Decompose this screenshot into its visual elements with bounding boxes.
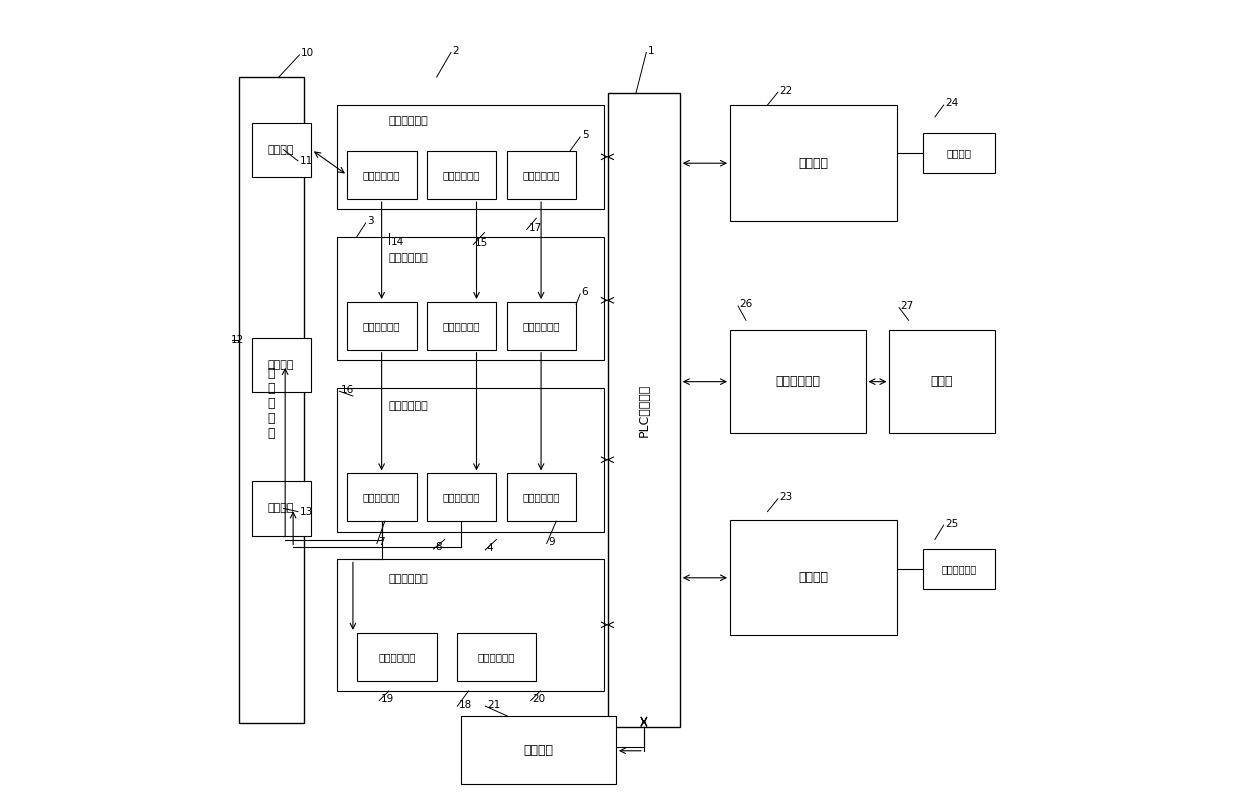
Bar — [507, 302, 577, 350]
Bar — [427, 302, 496, 350]
Text: 26: 26 — [739, 299, 753, 310]
Text: 温度比对模块: 温度比对模块 — [443, 321, 480, 331]
Text: PLC控制单元: PLC控制单元 — [637, 384, 651, 437]
Bar — [337, 237, 604, 360]
Bar — [889, 330, 994, 434]
Bar — [507, 151, 577, 199]
Bar — [923, 549, 994, 589]
Bar — [730, 330, 866, 434]
Text: 20: 20 — [532, 694, 546, 704]
Text: 上位机: 上位机 — [931, 375, 954, 388]
Text: 空间泄压模块: 空间泄压模块 — [363, 492, 401, 502]
Bar — [239, 77, 304, 723]
Bar — [337, 105, 604, 209]
Text: 泄压接口: 泄压接口 — [268, 360, 294, 370]
Text: 9: 9 — [548, 537, 554, 547]
Text: 复压接口: 复压接口 — [268, 503, 294, 514]
Text: 2: 2 — [453, 46, 459, 56]
Text: 压力采集模块: 压力采集模块 — [522, 170, 559, 180]
Bar — [347, 474, 417, 521]
Text: 供电采集模块: 供电采集模块 — [363, 170, 401, 180]
Text: 7: 7 — [378, 537, 386, 547]
Bar — [347, 302, 417, 350]
Text: 电源单元: 电源单元 — [523, 744, 553, 758]
Text: 压力比对模块: 压力比对模块 — [522, 321, 559, 331]
Text: 真
空
法
兰
盘: 真 空 法 兰 盘 — [268, 367, 275, 441]
Text: 22: 22 — [780, 86, 792, 96]
Text: 24: 24 — [945, 98, 959, 109]
Text: 8: 8 — [435, 542, 441, 553]
Text: 23: 23 — [780, 492, 792, 502]
Text: 4: 4 — [487, 543, 494, 554]
Text: 空间复压模块: 空间复压模块 — [443, 492, 480, 502]
Text: 数采接口: 数采接口 — [268, 145, 294, 154]
Bar — [252, 122, 311, 177]
Text: 安全保护单元: 安全保护单元 — [389, 574, 429, 584]
Text: 数据采集单元: 数据采集单元 — [389, 116, 429, 126]
Text: 11: 11 — [300, 156, 312, 166]
Bar — [357, 633, 436, 681]
Bar — [923, 133, 994, 173]
Text: 14: 14 — [391, 237, 404, 247]
Bar — [460, 717, 616, 784]
Text: 压力维持模块: 压力维持模块 — [522, 492, 559, 502]
Text: 18: 18 — [459, 699, 472, 710]
Text: 数据交互模块: 数据交互模块 — [775, 375, 821, 388]
Text: 压力控制单元: 压力控制单元 — [389, 401, 429, 410]
Bar — [730, 105, 898, 221]
Text: 冷却单元: 冷却单元 — [799, 157, 828, 170]
Bar — [507, 474, 577, 521]
Bar — [730, 519, 898, 635]
Text: 10: 10 — [301, 48, 314, 58]
Text: 19: 19 — [381, 694, 394, 704]
Text: 5: 5 — [582, 130, 588, 140]
Bar — [427, 474, 496, 521]
Bar — [456, 633, 536, 681]
Text: 故障提示模块: 故障提示模块 — [477, 652, 515, 662]
Text: 1: 1 — [649, 46, 655, 56]
Bar — [252, 482, 311, 535]
Bar — [347, 151, 417, 199]
Text: 25: 25 — [945, 518, 959, 529]
Text: 16: 16 — [341, 385, 355, 394]
Text: 3: 3 — [367, 217, 374, 226]
Bar — [608, 93, 680, 727]
Bar — [252, 338, 311, 392]
Text: 6: 6 — [582, 287, 588, 298]
Text: 13: 13 — [300, 506, 312, 517]
Text: 断电保护模块: 断电保护模块 — [378, 652, 415, 662]
Text: 人机交互界面: 人机交互界面 — [941, 564, 976, 574]
Text: 15: 15 — [475, 238, 489, 248]
Bar — [337, 559, 604, 691]
Text: 电量比对模块: 电量比对模块 — [363, 321, 401, 331]
Text: 数据监测单元: 数据监测单元 — [389, 253, 429, 263]
Text: 17: 17 — [528, 223, 542, 233]
Text: 12: 12 — [231, 335, 244, 346]
Bar — [337, 388, 604, 531]
Bar — [427, 151, 496, 199]
Text: 温度采集模块: 温度采集模块 — [443, 170, 480, 180]
Text: 风冷机组: 风冷机组 — [946, 148, 971, 158]
Text: 21: 21 — [487, 699, 500, 710]
Text: 显示单元: 显示单元 — [799, 571, 828, 584]
Text: 27: 27 — [900, 301, 914, 311]
